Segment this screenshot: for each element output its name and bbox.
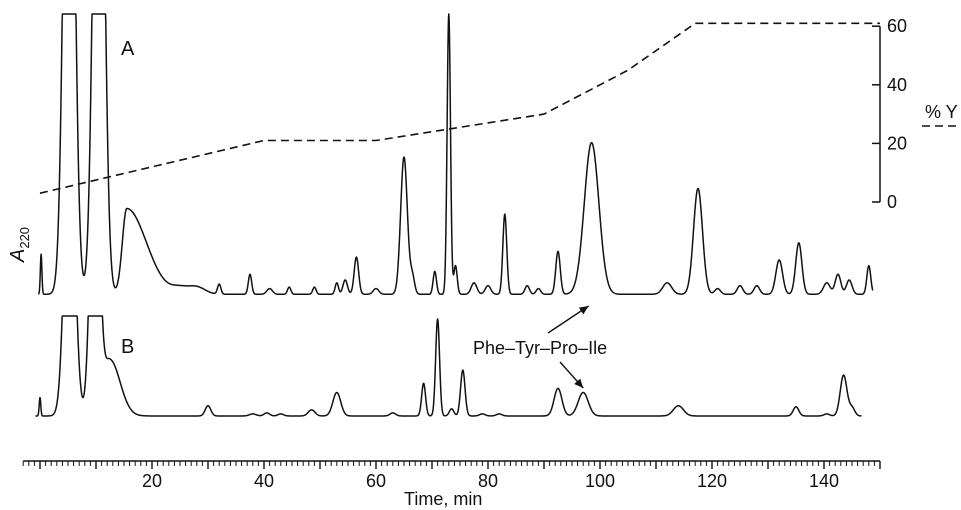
traces-layer (35, 13, 874, 417)
right-axis: 0 20 40 60 (872, 16, 907, 212)
compound-annotation: Phe–Tyr–Pro–Ile (473, 338, 607, 358)
right-axis-tick-label: 0 (887, 192, 897, 212)
gradient-line (39, 22, 880, 194)
x-axis-tick-label: 60 (366, 471, 386, 491)
gradient-layer (39, 22, 880, 194)
x-axis-tick-label: 40 (254, 471, 274, 491)
x-axis-tick-label: 20 (142, 471, 162, 491)
trace-label-b: B (121, 336, 134, 358)
x-axis-title: Time, min (404, 489, 482, 509)
y-axis-label-left: A220 (7, 227, 32, 263)
annotation-arrow-b-head (574, 378, 584, 388)
right-axis-title: % Y (925, 102, 958, 122)
trace-b-line (35, 315, 862, 417)
x-axis-tick-label: 80 (478, 471, 498, 491)
x-axis: 20 40 60 80 100 120 140 (22, 460, 881, 491)
annotation-arrow-a-head (578, 306, 589, 315)
y-axis-label-main: A (7, 249, 29, 263)
x-axis-tick-label: 120 (697, 471, 727, 491)
x-axis-tick-label: 100 (585, 471, 615, 491)
right-axis-tick-label: 60 (887, 16, 907, 36)
y-axis-label-sub: 220 (17, 227, 32, 249)
right-axis-tick-label: 40 (887, 75, 907, 95)
x-axis-tick-label: 140 (809, 471, 839, 491)
annotation-arrows (547, 305, 589, 389)
right-axis-tick-label: 20 (887, 133, 907, 153)
trace-a-line (37, 13, 874, 296)
trace-label-a: A (121, 38, 135, 60)
